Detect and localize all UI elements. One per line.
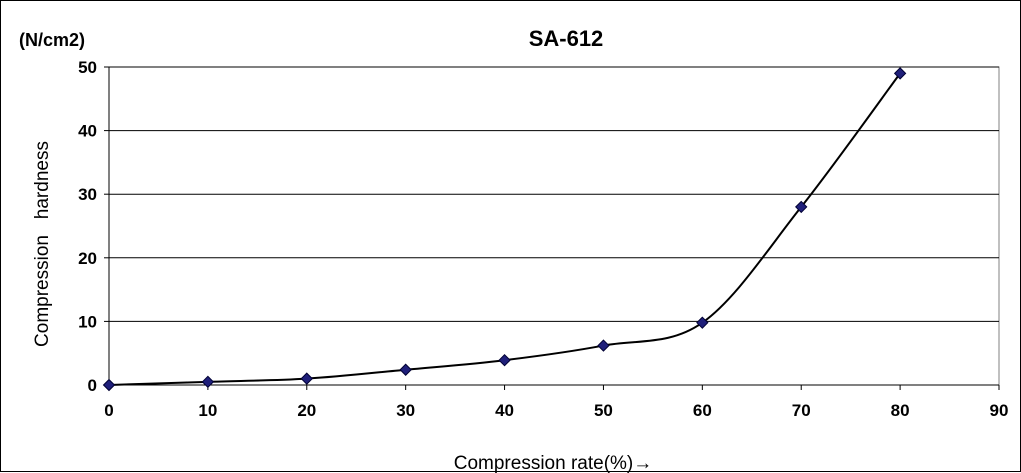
x-tick-label: 60 (693, 401, 712, 420)
y-tick-label: 20 (78, 249, 97, 268)
data-point-marker (300, 372, 313, 385)
x-tick-label: 10 (198, 401, 217, 420)
x-tick-label: 0 (104, 401, 113, 420)
y-tick-label: 10 (78, 312, 97, 331)
data-point-marker (696, 316, 709, 329)
x-tick-label: 30 (396, 401, 415, 420)
plot-area (108, 66, 1000, 386)
data-markers (102, 67, 907, 392)
x-tick-label: 50 (594, 401, 613, 420)
data-point-marker (201, 375, 215, 389)
tick-labels: 0 10 20 30 40 50 0 10 20 30 40 50 60 70 80 90 (78, 58, 1008, 420)
y-unit-label: (N/cm2) (19, 30, 85, 50)
series-curve (108, 72, 901, 386)
grid-lines (104, 66, 1000, 390)
x-tick-label: 40 (495, 401, 514, 420)
x-tick-label: 90 (990, 401, 1009, 420)
y-tick-label: 30 (78, 185, 97, 204)
data-point-marker (893, 67, 907, 80)
y-axis-title: Compression hardness (32, 141, 53, 347)
x-axis-title: Compression rate(%)→ (454, 453, 653, 473)
x-tick-label: 20 (297, 401, 316, 420)
data-point-marker (795, 200, 808, 214)
x-tick-label: 80 (891, 401, 910, 420)
x-tick-label: 70 (792, 401, 811, 420)
y-tick-label: 40 (78, 122, 97, 141)
data-point-marker (498, 353, 511, 367)
y-tick-label: 50 (78, 58, 97, 77)
data-point-marker (102, 378, 116, 392)
data-point-marker (597, 339, 610, 352)
y-tick-label: 0 (88, 376, 97, 395)
series-line (108, 72, 901, 386)
chart-title: SA-612 (529, 26, 604, 51)
data-point-marker (399, 363, 412, 376)
